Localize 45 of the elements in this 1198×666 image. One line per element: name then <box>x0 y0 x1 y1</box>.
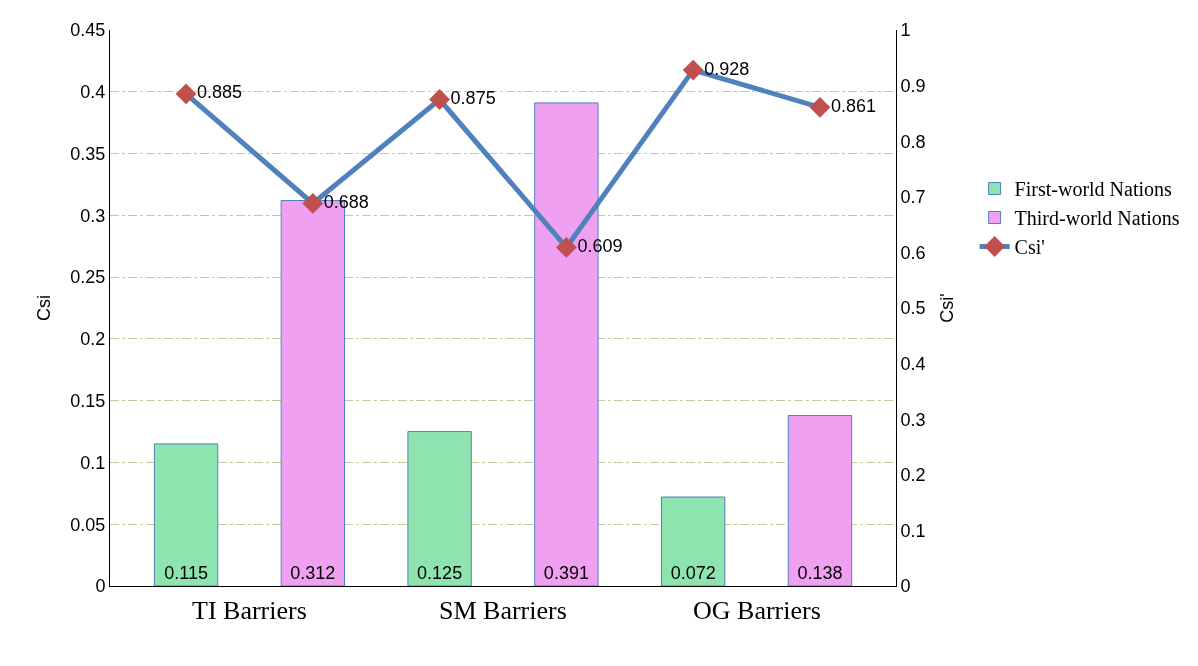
y-tick-label: 0.05 <box>70 514 106 535</box>
data-label: 0.885 <box>197 82 243 103</box>
legend-label: First-world Nations <box>1014 178 1173 201</box>
y2-tick-label: 0.2 <box>900 465 926 486</box>
y2-tick-label: 0.5 <box>900 298 926 319</box>
text: TI Barriers <box>192 596 307 625</box>
y2-tick-label: 0.8 <box>900 131 926 152</box>
y2-tick-label: 0.7 <box>900 187 926 208</box>
y2-tick-label: 0.4 <box>900 353 926 374</box>
data-label: 0.125 <box>417 563 463 583</box>
bar <box>407 431 472 586</box>
data-label: 0.072 <box>670 563 716 583</box>
data-label: 0.115 <box>164 563 208 583</box>
y-tick-label: 0.45 <box>70 20 106 41</box>
legend-label: Csi' <box>1014 236 1045 259</box>
data-label: 0.391 <box>543 563 589 583</box>
y2-tick-label: 0.1 <box>900 520 926 541</box>
y-tick-label: 0.4 <box>80 82 106 103</box>
y-tick-label: 0.15 <box>70 390 106 411</box>
y-tick-label: 0.3 <box>80 205 106 226</box>
data-label: 0.928 <box>704 58 750 79</box>
y-axis-title: Csi <box>33 295 54 321</box>
y-tick-label: 0.35 <box>70 143 106 164</box>
legend-label: Third-world Nations <box>1014 207 1180 230</box>
y-tick-label: 0.25 <box>70 267 106 288</box>
y-tick-label: 0 <box>95 576 106 597</box>
y-tick-label: 0.1 <box>80 452 106 473</box>
y2-axis-title: Csi' <box>936 293 957 323</box>
data-label: 0.688 <box>323 191 369 212</box>
data-label: 0.312 <box>290 563 336 583</box>
y2-tick-label: 0 <box>900 576 911 597</box>
bar <box>787 414 853 586</box>
y2-tick-label: 0.6 <box>900 242 926 263</box>
data-label: 0.861 <box>830 95 876 116</box>
y2-tick-label: 1 <box>900 20 911 41</box>
text: SM Barriers <box>439 596 567 625</box>
data-label: 0.875 <box>450 88 496 108</box>
data-label: 0.138 <box>797 563 843 583</box>
y2-tick-label: 0.3 <box>900 409 926 430</box>
text: OG Barriers <box>693 596 821 625</box>
bar <box>153 443 219 586</box>
y-tick-label: 0.2 <box>80 329 106 350</box>
bar <box>660 496 726 586</box>
data-label: 0.609 <box>577 235 623 256</box>
y2-tick-label: 0.9 <box>900 75 926 96</box>
